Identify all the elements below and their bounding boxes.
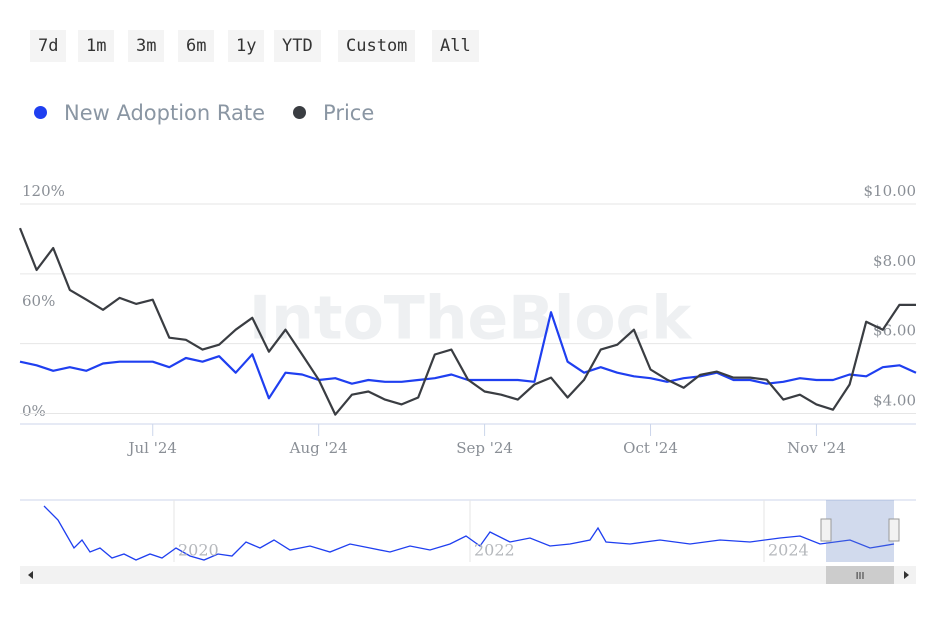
x-tick-label: Nov '24 — [787, 439, 846, 457]
plot-area: 0% 60% 120% $4.00 $6.00 $8.00 $10.00 Jul '24 Aug… — [18, 182, 917, 457]
y2-tick-label: $8.00 — [873, 252, 916, 270]
legend-label: Price — [323, 100, 375, 125]
x-tick-label: Aug '24 — [289, 439, 348, 457]
scroll-right-arrow[interactable] — [904, 571, 909, 579]
scrollbar-track[interactable] — [20, 566, 916, 584]
legend-item[interactable]: New Adoption Rate — [34, 101, 265, 125]
navigator-line — [43, 505, 895, 561]
series-line — [18, 227, 916, 416]
legend: New Adoption Rate Price — [34, 100, 402, 125]
range-button[interactable]: YTD — [274, 30, 321, 62]
legend-item[interactable]: Price — [293, 101, 374, 125]
range-button[interactable]: 1y — [228, 30, 265, 62]
navigator-label: 2020 — [178, 541, 219, 560]
y-tick-label: 0% — [22, 402, 46, 420]
x-tick-label: Jul '24 — [127, 439, 177, 457]
y2-tick-label: $10.00 — [864, 182, 917, 200]
legend-marker — [293, 106, 307, 119]
navigator-label: 2022 — [474, 541, 515, 560]
legend-marker — [34, 106, 47, 119]
y-tick-label: 60% — [22, 292, 55, 310]
range-button[interactable]: All — [432, 30, 479, 62]
scrollbar-thumb[interactable] — [826, 566, 894, 584]
watermark: IntoTheBlock — [249, 284, 693, 354]
x-tick-label: Oct '24 — [623, 439, 678, 457]
navigator-mask[interactable] — [826, 500, 894, 562]
navigator-handle[interactable] — [888, 518, 900, 542]
x-tick-label: Sep '24 — [456, 439, 513, 457]
scrollbar-grip: III — [856, 571, 865, 582]
y2-tick-label: $6.00 — [873, 322, 916, 340]
navigator: 2020 2022 2024 III — [20, 499, 916, 584]
range-button[interactable]: 1m — [78, 30, 115, 62]
y2-tick-label: $4.00 — [873, 392, 916, 410]
range-button[interactable]: 7d — [30, 30, 67, 62]
range-button[interactable]: 6m — [178, 30, 215, 62]
y-tick-label: 120% — [22, 182, 65, 200]
range-button[interactable]: Custom — [338, 30, 416, 62]
range-button[interactable]: 3m — [128, 30, 165, 62]
navigator-handle[interactable] — [820, 518, 832, 542]
navigator-label: 2024 — [768, 541, 809, 560]
legend-label: New Adoption Rate — [64, 100, 266, 125]
scroll-left-arrow[interactable] — [28, 571, 33, 579]
